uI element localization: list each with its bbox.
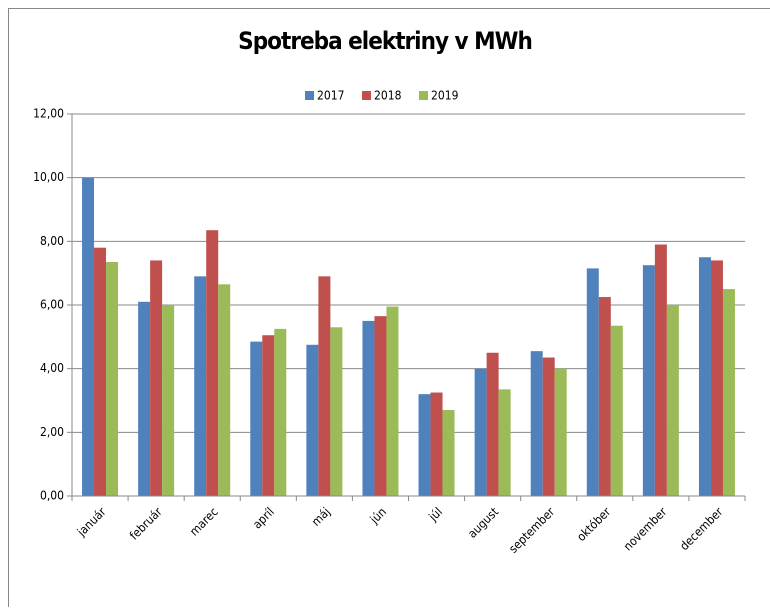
bar [431, 393, 443, 496]
bar [667, 305, 679, 496]
chart-title: Spotreba elektriny v MWh [238, 27, 532, 55]
bar [94, 248, 106, 496]
bar [555, 369, 567, 496]
bar [306, 345, 318, 496]
y-tick-label: 6,00 [40, 298, 64, 312]
legend-swatch [362, 91, 371, 100]
bar [499, 389, 511, 496]
bar [699, 257, 711, 496]
bar [162, 305, 174, 496]
bar [443, 410, 455, 496]
bar [106, 262, 118, 496]
legend-swatch [305, 91, 314, 100]
bar [82, 178, 94, 496]
bar [362, 321, 374, 496]
bar [274, 329, 286, 496]
bar [250, 342, 262, 496]
bar [611, 326, 623, 496]
bar [475, 369, 487, 496]
bar [419, 394, 431, 496]
bar [531, 351, 543, 496]
bar [643, 265, 655, 496]
bar [262, 335, 274, 496]
bar [723, 289, 735, 496]
y-tick-label: 10,00 [33, 170, 64, 184]
bar [386, 307, 398, 496]
y-tick-label: 12,00 [33, 107, 64, 121]
y-tick-label: 4,00 [40, 361, 64, 375]
bar [374, 316, 386, 496]
y-tick-label: 2,00 [40, 425, 64, 439]
legend-label: 2019 [431, 89, 459, 103]
bar [138, 302, 150, 496]
bar [194, 276, 206, 496]
bar [711, 260, 723, 496]
bar [150, 260, 162, 496]
bar [218, 284, 230, 496]
bar [587, 268, 599, 496]
bar [599, 297, 611, 496]
bar [330, 327, 342, 496]
bar [318, 276, 330, 496]
y-tick-label: 0,00 [40, 489, 64, 503]
bar [543, 358, 555, 496]
legend-label: 2017 [317, 89, 344, 103]
legend-swatch [419, 91, 428, 100]
legend-label: 2018 [374, 89, 402, 103]
bar [655, 245, 667, 496]
bar [206, 230, 218, 496]
bar [487, 353, 499, 496]
y-tick-label: 8,00 [40, 234, 64, 248]
